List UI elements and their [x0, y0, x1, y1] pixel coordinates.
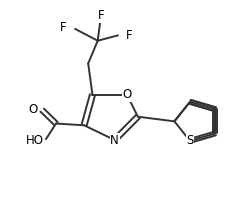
Text: F: F: [60, 21, 67, 34]
Text: O: O: [122, 88, 132, 101]
Text: S: S: [186, 134, 194, 147]
Text: N: N: [110, 134, 119, 147]
Text: O: O: [28, 102, 38, 116]
Text: F: F: [126, 29, 133, 42]
Text: F: F: [98, 9, 105, 22]
Text: HO: HO: [26, 134, 44, 147]
